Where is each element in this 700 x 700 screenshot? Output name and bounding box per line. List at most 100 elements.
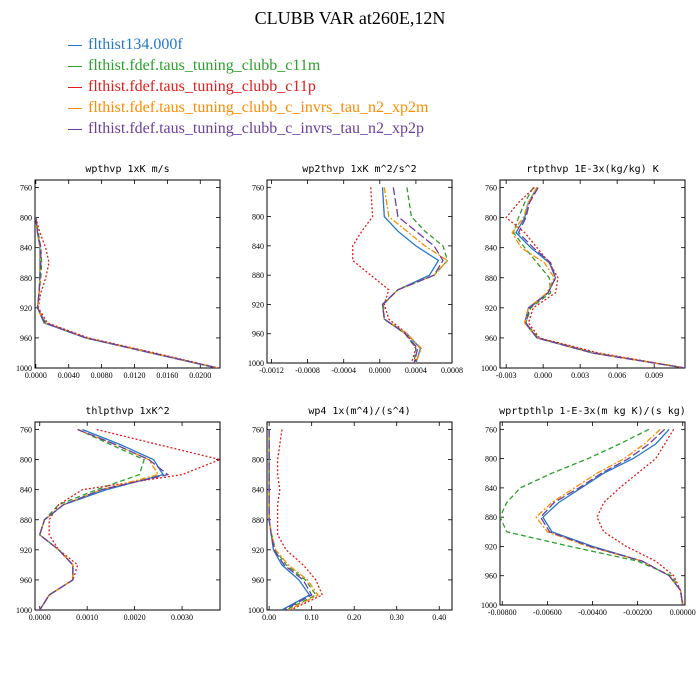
y-tick-label: 960: [20, 576, 32, 585]
y-tick-label: 760: [20, 184, 32, 193]
series-group: [352, 187, 449, 363]
series-line: [500, 428, 684, 605]
y-tick-label: 920: [252, 546, 264, 555]
panel-title: wpthvp 1xK m/s: [85, 164, 169, 175]
chart-panel: thlpthvp 1xK^2 0.0000 0.0010 0.0020 0.0030 76…: [16, 406, 221, 622]
y-tick-label: 800: [252, 456, 264, 465]
y-tick-label: 880: [485, 274, 497, 283]
y-tick-label: 880: [20, 274, 32, 283]
series-line: [511, 187, 685, 368]
series-line: [382, 187, 449, 363]
panel-title: wp4 1x(m^4)/(s^4): [308, 406, 410, 417]
y-tick-label: 1000: [481, 364, 497, 373]
legend-item: flthist134.000f: [68, 34, 428, 55]
panel-title: wp2thvp 1xK m^2/s^2: [302, 164, 416, 175]
series-group: [500, 428, 684, 605]
series-line: [517, 187, 685, 368]
y-tick-label: 1000: [248, 606, 264, 615]
series-line: [276, 429, 324, 610]
x-tick-label: 0.006: [608, 371, 626, 380]
y-tick-label: 960: [485, 334, 497, 343]
y-tick-label: 760: [252, 426, 264, 435]
y-tick-label: 880: [252, 516, 264, 525]
y-tick-label: 960: [252, 330, 264, 339]
x-tick-label: 0.10: [305, 613, 319, 622]
plot-frame: [34, 179, 221, 369]
series-group: [505, 187, 685, 368]
x-tick-label: -0.00800: [488, 608, 517, 617]
panel-title: rtpthvp 1E-3x(kg/kg) K: [526, 164, 658, 175]
series-group: [268, 429, 324, 610]
y-tick-label: 840: [252, 486, 264, 495]
y-tick-label: 800: [485, 455, 497, 464]
x-tick-label: -0.0012: [259, 366, 284, 375]
y-tick-label: 1000: [481, 601, 497, 610]
y-tick-label: 840: [252, 242, 264, 251]
series-group: [35, 217, 219, 368]
y-tick-label: 960: [20, 334, 32, 343]
legend-item: flthist.fdef.taus_tuning_clubb_c11p: [68, 76, 428, 97]
y-tick-label: 960: [252, 576, 264, 585]
plot-frame: [266, 179, 453, 364]
series-line: [268, 429, 319, 610]
x-tick-label: -0.00600: [533, 608, 562, 617]
y-tick-label: 840: [485, 244, 497, 253]
legend-label: flthist.fdef.taus_tuning_clubb_c_invrs_t…: [88, 120, 424, 137]
legend-label: flthist.fdef.taus_tuning_clubb_c11m: [88, 57, 321, 74]
x-tick-label: 0.0004: [405, 366, 427, 375]
x-tick-label: 0.0040: [58, 371, 80, 380]
legend-label: flthist.fdef.taus_tuning_clubb_c_invrs_t…: [88, 99, 429, 116]
legend-item: flthist.fdef.taus_tuning_clubb_c_invrs_t…: [68, 97, 428, 118]
series-group: [38, 428, 220, 610]
series-line: [38, 428, 165, 610]
series-line: [38, 428, 145, 610]
legend-label: flthist134.000f: [88, 36, 183, 53]
chart-panel: rtpthvp 1E-3x(kg/kg) K -0.003 0.000 0.003 0.…: [481, 164, 686, 380]
y-tick-label: 920: [485, 542, 497, 551]
series-line: [515, 187, 685, 368]
x-tick-label: 0.30: [390, 613, 404, 622]
y-tick-label: 760: [485, 184, 497, 193]
x-tick-label: 0.0200: [189, 371, 211, 380]
x-tick-label: 0.00: [262, 613, 276, 622]
x-tick-label: -0.0008: [295, 366, 320, 375]
chart-panel: wpthvp 1xK m/s 0.0000 0.0040 0.0080 0.0120 0.…: [16, 164, 221, 380]
series-line: [35, 217, 219, 368]
series-line: [381, 187, 444, 363]
x-tick-label: -0.003: [496, 371, 517, 380]
legend-swatch: [68, 65, 82, 67]
series-line: [35, 217, 218, 368]
y-tick-label: 800: [252, 213, 264, 222]
legend: flthist134.000f flthist.fdef.taus_tuning…: [68, 34, 428, 139]
legend-swatch: [68, 86, 82, 88]
series-line: [39, 428, 220, 610]
y-tick-label: 760: [20, 426, 32, 435]
figure-title: CLUBB VAR at260E,12N: [254, 8, 446, 28]
legend-swatch: [68, 44, 82, 46]
series-line: [539, 428, 684, 605]
series-line: [505, 187, 685, 368]
chart-panel: wp4 1x(m^4)/(s^4) 0.00 0.10 0.20 0.30 0.40 760…: [248, 406, 453, 622]
x-tick-label: 0.0010: [76, 613, 98, 622]
plot-frame: [34, 421, 221, 611]
y-tick-label: 760: [485, 425, 497, 434]
x-tick-label: 0.003: [571, 371, 589, 380]
series-line: [512, 187, 685, 368]
x-tick-label: 0.0030: [171, 613, 193, 622]
series-line: [35, 217, 218, 368]
x-tick-label: 0.000: [534, 371, 552, 380]
x-tick-label: -0.00400: [578, 608, 607, 617]
series-line: [38, 428, 170, 610]
plot-frame: [499, 179, 686, 369]
x-tick-label: -0.00200: [623, 608, 652, 617]
y-tick-label: 1000: [16, 606, 32, 615]
panel-title: wprtpthlp 1-E-3x(m kg K)/(s kg): [499, 406, 686, 417]
x-tick-label: 0.0160: [156, 371, 178, 380]
y-tick-label: 800: [485, 214, 497, 223]
y-tick-label: 1000: [16, 364, 32, 373]
series-line: [352, 187, 417, 363]
x-tick-label: 0.0000: [25, 371, 47, 380]
series-line: [38, 428, 160, 610]
legend-item: flthist.fdef.taus_tuning_clubb_c11m: [68, 55, 428, 76]
